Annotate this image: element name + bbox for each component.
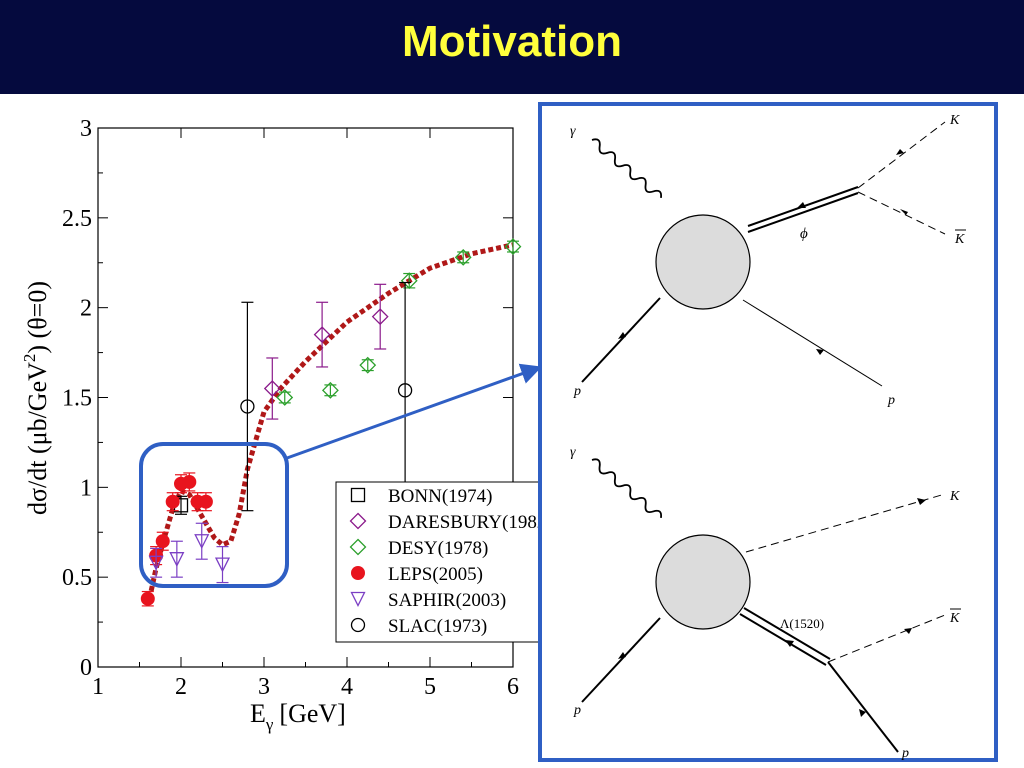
x-tick-label: 4	[341, 674, 353, 700]
x-tick-label: 6	[507, 674, 519, 700]
interaction-blob-bottom	[655, 534, 751, 630]
legend-label-saphir-2003: SAPHIR(2003)	[388, 590, 506, 611]
saphir-2003-point	[169, 552, 185, 568]
x-tick-label: 5	[424, 674, 436, 700]
proton-out-label-top: p	[887, 393, 895, 408]
legend: BONN(1974) DARESBURY(1982) DESY(1978) LEPS(…	[335, 481, 577, 643]
x-tick-label: 3	[258, 674, 270, 700]
y-tick-label: 0	[80, 655, 92, 681]
y-axis-label: dσ/dt (μb/GeV2) (θ=0)	[20, 281, 52, 515]
desy-1978-point	[321, 381, 339, 399]
desy-1978-point	[454, 248, 472, 266]
legend-label-slac-1973: SLAC(1973)	[388, 616, 487, 637]
diagram-panel	[538, 102, 998, 762]
slide-title: Motivation	[402, 17, 622, 66]
x-axis-label: Eγ [GeV]	[250, 699, 346, 734]
desy-1978-point	[276, 389, 294, 406]
legend-label-desy-1978: DESY(1978)	[388, 538, 488, 559]
legend-marker-daresbury-1982	[349, 512, 367, 530]
y-tick-label: 1	[80, 475, 92, 501]
lambda-label: Λ(1520)	[780, 616, 824, 631]
kaon-label-bottom: K	[949, 489, 960, 504]
leps-2005-point	[140, 591, 155, 606]
phi-production-diagram	[581, 121, 946, 387]
daresbury-1982-point	[371, 308, 389, 326]
desy-1978-point	[400, 272, 418, 290]
daresbury-1982-point	[313, 326, 331, 344]
gamma-label-top: γ	[570, 124, 576, 139]
photon-line-top	[591, 138, 663, 198]
daresbury-1982-point	[263, 380, 281, 397]
data-points-layer	[140, 238, 522, 607]
y-tick-label: 0.5	[62, 565, 92, 591]
slac-1973-point	[397, 383, 413, 398]
legend-label-bonn-1974: BONN(1974)	[388, 486, 493, 507]
x-tick-label: 1	[92, 674, 104, 700]
axis-ticks: 1 2 3 4 5 6 0 0.5 1 1.5 2 2.5 3	[62, 116, 519, 700]
proton-in-label-bottom: p	[573, 703, 581, 718]
y-tick-label: 3	[80, 116, 92, 142]
proton-in-label-top: p	[573, 384, 581, 399]
saphir-2003-point	[148, 555, 164, 571]
leps-2005-point	[198, 494, 213, 509]
antikaon-label-bottom: K	[949, 611, 960, 626]
legend-label-daresbury-1982: DARESBURY(1982)	[388, 512, 553, 533]
desy-1978-point	[359, 356, 377, 374]
slac-1973-point	[240, 399, 255, 414]
lambda-production-diagram	[581, 458, 946, 753]
antikaon-label-top: K	[954, 232, 965, 247]
y-tick-label: 2.5	[62, 206, 92, 232]
y-tick-label: 2	[80, 296, 92, 322]
leps-2005-point	[165, 494, 180, 509]
saphir-2003-point	[214, 557, 231, 573]
legend-marker-saphir-2003	[350, 591, 366, 607]
gamma-label-bottom: γ	[570, 445, 576, 460]
phi-label: ϕ	[800, 226, 808, 242]
interaction-blob-top	[655, 214, 751, 310]
legend-marker-desy-1978	[349, 538, 367, 556]
legend-marker-leps-2005	[351, 566, 365, 580]
desy-1978-point	[504, 238, 522, 255]
legend-marker-bonn-1974	[350, 487, 366, 503]
leps-2005-point	[155, 534, 170, 549]
leps-2005-point	[182, 474, 197, 489]
y-tick-label: 1.5	[62, 386, 92, 412]
x-tick-label: 2	[175, 674, 187, 700]
legend-label-leps-2005: LEPS(2005)	[388, 564, 483, 585]
proton-out-label-bottom: p	[901, 746, 909, 761]
highlight-arrow	[286, 363, 542, 460]
photon-line-bottom	[591, 458, 663, 518]
kaon-label-top: K	[949, 113, 960, 128]
legend-marker-slac-1973	[350, 617, 366, 633]
highlight-box	[139, 442, 289, 588]
saphir-2003-point	[194, 534, 210, 550]
title-bar	[0, 0, 1024, 94]
